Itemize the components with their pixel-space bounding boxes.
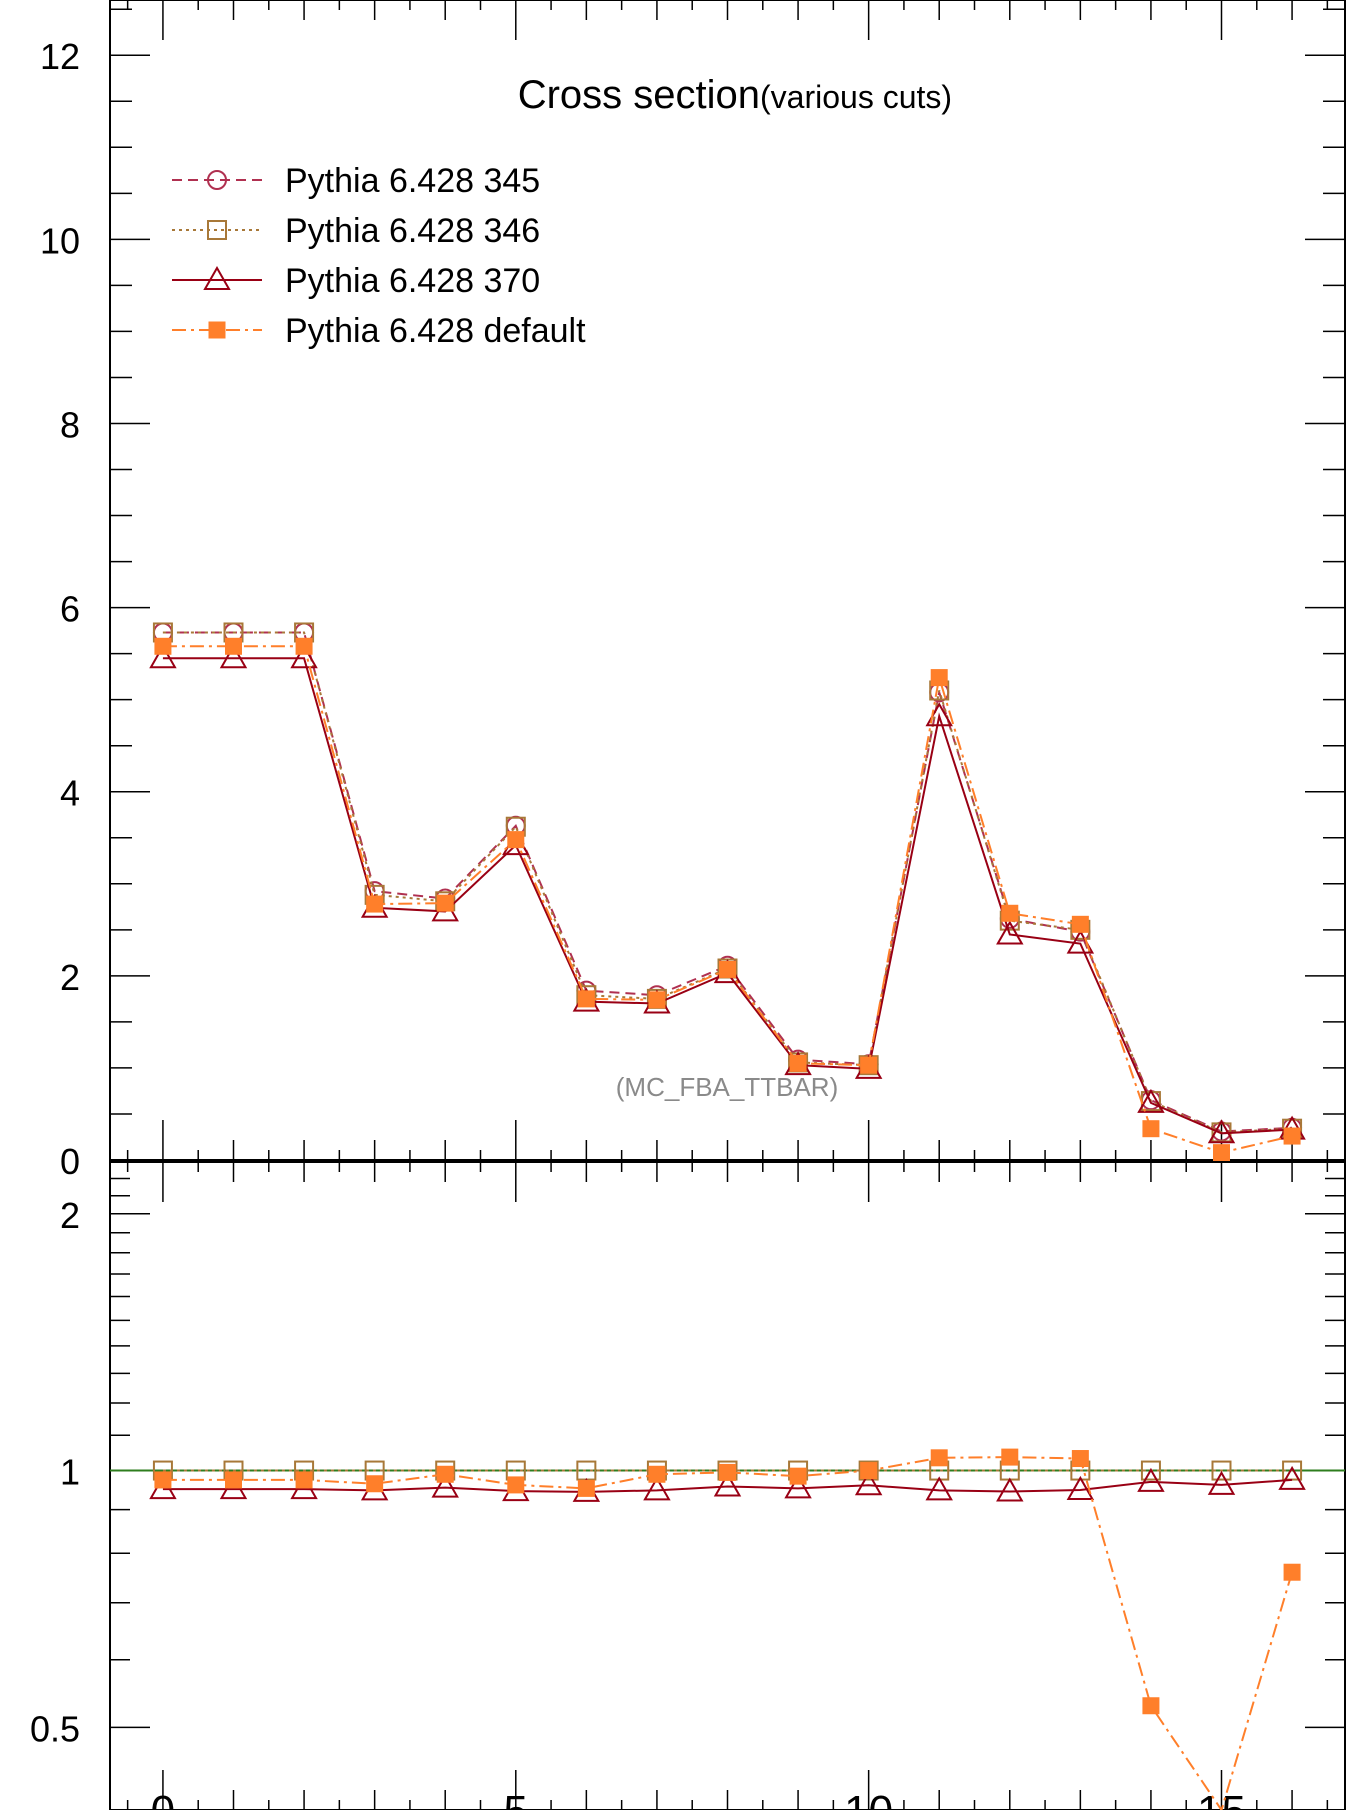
ratio-point-pythia-6-428-370 [1278,1465,1306,1490]
chart-subtitle: (various cuts) [760,79,952,115]
main-point-pythia-6-428-default [930,669,948,687]
ratio-point-pythia-6-428-370 [431,1473,459,1498]
main-point-pythia-6-428-default [648,991,666,1009]
ratio-point-pythia-6-428-default [1071,1450,1089,1468]
main-series-line-pythia-6-428-345 [162,631,1293,1133]
ratio-point-pythia-6-428-370 [713,1472,742,1497]
ratio-point-pythia-6-428-346 [1140,1460,1161,1481]
watermark-label: (MC_FBA_TTBAR) [616,1072,838,1102]
x-tick-label: 5 [504,1787,528,1810]
ratio-point-pythia-6-428-370 [1137,1467,1165,1492]
legend: Pythia 6.428 345 Pythia 6.428 346 Pythia 6… [172,162,586,350]
ratio-point-pythia-6-428-370 [1207,1470,1236,1495]
main-point-pythia-6-428-default [154,637,172,655]
main-point-pythia-6-428-default [719,960,736,978]
ratio-point-pythia-6-428-346 [1211,1460,1232,1481]
main-y-tick-label: 8 [60,404,80,445]
ratio-point-pythia-6-428-default [436,1465,454,1483]
main-point-pythia-6-428-default [1071,915,1089,933]
main-point-pythia-6-428-default [577,990,595,1008]
ratio-point-pythia-6-428-default [930,1449,948,1467]
ratio-point-pythia-6-428-346 [858,1460,879,1481]
main-point-pythia-6-428-default [789,1054,807,1072]
main-y-tick-label: 4 [60,773,80,814]
x-tick-label: 10 [844,1787,893,1810]
ratio-point-pythia-6-428-370 [925,1476,953,1501]
ratio-point-pythia-6-428-default [789,1467,807,1485]
ratio-point-pythia-6-428-default [507,1476,525,1494]
legend-marker [208,321,226,339]
main-point-pythia-6-428-370 [1137,1088,1165,1113]
ratio-point-pythia-6-428-default [719,1463,736,1481]
ratio-panel: 0.5 1 2 0 5 10 15 [30,1161,1346,1810]
ratio-y-tick-label: 0.5 [30,1708,80,1749]
main-point-pythia-6-428-370 [1207,1119,1236,1144]
main-y-tick-label: 0 [60,1141,80,1182]
legend-label: Pythia 6.428 default [285,312,586,350]
main-point-pythia-6-428-default [1142,1120,1160,1138]
legend-marker [203,265,231,290]
ratio-point-pythia-6-428-346 [1282,1460,1303,1481]
ratio-series-line-pythia-6-428-default [162,1456,1294,1810]
main-point-pythia-6-428-370 [219,644,248,669]
main-point-pythia-6-428-default [225,637,242,655]
legend-label: Pythia 6.428 346 [285,212,540,250]
main-point-pythia-6-428-370 [149,644,177,669]
main-point-pythia-6-428-370 [290,644,318,669]
main-series-line-pythia-6-428-346 [162,631,1293,1134]
legend-label: Pythia 6.428 345 [285,162,540,200]
main-series-line-pythia-6-428-370 [162,657,1293,1135]
main-y-tick-label: 12 [40,36,80,77]
ratio-point-pythia-6-428-370 [996,1477,1024,1502]
ratio-point-pythia-6-428-default [1142,1697,1160,1715]
ratio-point-pythia-6-428-370 [643,1476,671,1501]
legend-marker [207,220,227,240]
chart-title: Cross section [518,73,760,117]
main-point-pythia-6-428-default [1213,1144,1230,1162]
ratio-point-pythia-6-428-default [577,1479,595,1497]
x-tick-label: 0 [151,1787,175,1810]
ratio-point-pythia-6-428-370 [854,1471,883,1496]
ratio-point-pythia-6-428-default [366,1475,384,1493]
main-point-pythia-6-428-default [1001,904,1019,922]
main-y-tick-label: 10 [40,220,80,261]
ratio-point-pythia-6-428-370 [1066,1475,1095,1500]
ratio-point-pythia-6-428-default [295,1471,313,1489]
ratio-point-pythia-6-428-default [1283,1563,1301,1581]
legend-marker [207,170,227,190]
ratio-y-tick-label: 2 [60,1195,80,1236]
main-point-pythia-6-428-default [860,1056,878,1074]
ratio-point-pythia-6-428-370 [784,1474,812,1499]
main-point-pythia-6-428-default [507,831,525,849]
x-tick-label: 15 [1197,1787,1246,1810]
main-point-pythia-6-428-default [295,637,313,655]
ratio-point-pythia-6-428-default [648,1465,666,1483]
ratio-point-pythia-6-428-default [860,1462,878,1480]
main-point-pythia-6-428-default [366,895,384,913]
ratio-point-pythia-6-428-default [1001,1448,1019,1466]
ratio-point-pythia-6-428-default [225,1471,242,1489]
main-y-tick-label: 2 [60,957,80,998]
main-point-pythia-6-428-default [1283,1127,1301,1145]
main-point-pythia-6-428-default [436,894,454,912]
legend-label: Pythia 6.428 370 [285,262,540,300]
main-point-pythia-6-428-370 [996,920,1024,945]
main-panel: 0 2 4 6 8 10 12 [40,0,1346,1182]
ratio-point-pythia-6-428-default [154,1471,172,1489]
ratio-y-tick-label: 1 [60,1452,80,1493]
main-y-tick-label: 6 [60,589,80,630]
ratio-series-line-pythia-6-428-370 [162,1478,1293,1493]
